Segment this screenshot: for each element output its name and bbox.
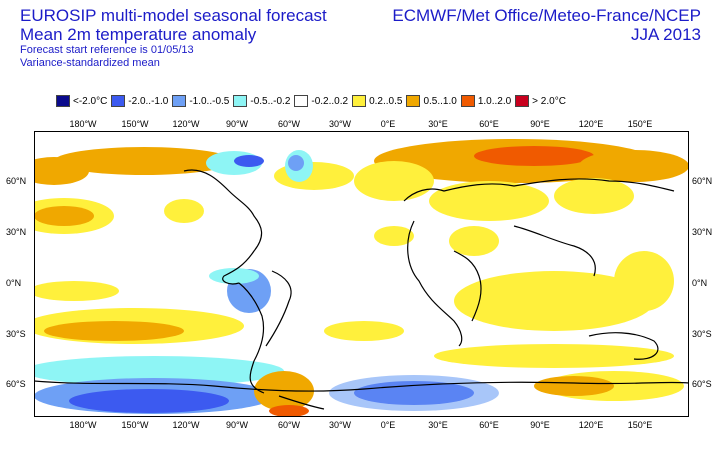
longitude-label: 90°W bbox=[225, 119, 249, 129]
legend-swatch bbox=[515, 95, 530, 107]
title-line-2: Mean 2m temperature anomaly bbox=[20, 25, 257, 44]
latitude-label: 60°S bbox=[6, 379, 26, 389]
longitude-label: 120°E bbox=[578, 119, 604, 129]
legend-item: 0.2..0.5 bbox=[352, 95, 402, 107]
legend-label: -0.2..0.2 bbox=[311, 95, 349, 107]
legend-label: -0.5..-0.2 bbox=[250, 95, 291, 107]
latitude-label: 30°S bbox=[6, 329, 26, 339]
latitude-label: 0°N bbox=[692, 278, 708, 288]
longitude-label: 30°E bbox=[428, 119, 448, 129]
latitude-label: 0°N bbox=[6, 278, 22, 288]
longitude-label: 30°W bbox=[328, 119, 352, 129]
color-legend: <-2.0°C -2.0..-1.0 -1.0..-0.5 -0.5..-0.2 -0.… bbox=[56, 94, 570, 108]
legend-swatch bbox=[352, 95, 367, 107]
legend-item: <-2.0°C bbox=[56, 95, 107, 107]
longitude-label: 90°W bbox=[225, 420, 249, 430]
legend-label: 0.2..0.5 bbox=[369, 95, 403, 107]
longitude-label: 30°E bbox=[428, 420, 448, 430]
title-line-3: Forecast start reference is 01/05/13 bbox=[20, 44, 194, 56]
legend-swatch bbox=[460, 95, 475, 107]
title-block: EUROSIP multi-model seasonal forecast Me… bbox=[20, 6, 327, 70]
legend-item: -0.5..-0.2 bbox=[233, 95, 290, 107]
longitude-label: 180°W bbox=[69, 119, 97, 129]
map-border bbox=[34, 131, 689, 417]
longitude-label: 120°W bbox=[172, 119, 200, 129]
legend-item: 0.5..1.0 bbox=[406, 95, 457, 107]
latitude-label: 60°N bbox=[692, 176, 713, 186]
legend-label: > 2.0°C bbox=[532, 95, 566, 107]
longitude-label: 150°E bbox=[627, 420, 653, 430]
latitude-label: 30°N bbox=[6, 227, 27, 237]
latitude-label: 30°N bbox=[692, 227, 713, 237]
legend-item: > 2.0°C bbox=[515, 95, 566, 107]
organizations-line: ECMWF/Met Office/Meteo-France/NCEP bbox=[392, 6, 701, 25]
latitude-label: 60°S bbox=[692, 379, 712, 389]
coastlines bbox=[34, 169, 689, 410]
legend-item: -2.0..-1.0 bbox=[111, 95, 168, 107]
legend-label: -2.0..-1.0 bbox=[128, 95, 169, 107]
longitude-label: 0°E bbox=[380, 420, 396, 430]
legend-label: 0.5..1.0 bbox=[423, 95, 457, 107]
legend-swatch bbox=[172, 95, 187, 107]
longitude-label: 90°E bbox=[530, 119, 550, 129]
season-label: JJA 2013 bbox=[631, 25, 701, 44]
latitude-label: 30°S bbox=[692, 329, 712, 339]
legend-item: -1.0..-0.5 bbox=[172, 95, 229, 107]
longitude-label: 60°W bbox=[277, 420, 301, 430]
longitude-label: 60°E bbox=[479, 420, 499, 430]
longitude-label: 150°E bbox=[627, 119, 653, 129]
legend-swatch bbox=[294, 95, 309, 107]
legend-label: 1.0..2.0 bbox=[477, 95, 512, 107]
longitude-label: 120°W bbox=[172, 420, 200, 430]
latitude-label: 60°N bbox=[6, 176, 27, 186]
longitude-label: 0°E bbox=[380, 119, 396, 129]
legend-label: <-2.0°C bbox=[73, 95, 108, 107]
anomaly-map bbox=[34, 131, 689, 417]
legend-item: -0.2..0.2 bbox=[294, 95, 348, 107]
legend-label: -1.0..-0.5 bbox=[189, 95, 230, 107]
legend-swatch bbox=[56, 95, 70, 107]
longitude-label: 90°E bbox=[530, 420, 550, 430]
longitude-label: 60°W bbox=[277, 119, 301, 129]
longitude-label: 180°W bbox=[69, 420, 97, 430]
legend-item: 1.0..2.0 bbox=[460, 95, 512, 107]
anomaly-field bbox=[34, 139, 689, 417]
longitude-label: 60°E bbox=[479, 119, 499, 129]
organization-block: ECMWF/Met Office/Meteo-France/NCEP JJA 2… bbox=[392, 6, 701, 44]
title-line-1: EUROSIP multi-model seasonal forecast bbox=[20, 6, 327, 25]
longitude-label: 30°W bbox=[328, 420, 352, 430]
longitude-label: 120°E bbox=[578, 420, 604, 430]
legend-swatch bbox=[111, 95, 126, 107]
longitude-label: 150°W bbox=[121, 420, 149, 430]
title-line-4: Variance-standardized mean bbox=[20, 57, 160, 69]
longitude-label: 150°W bbox=[121, 119, 149, 129]
legend-swatch bbox=[406, 95, 421, 107]
legend-swatch bbox=[233, 95, 248, 107]
